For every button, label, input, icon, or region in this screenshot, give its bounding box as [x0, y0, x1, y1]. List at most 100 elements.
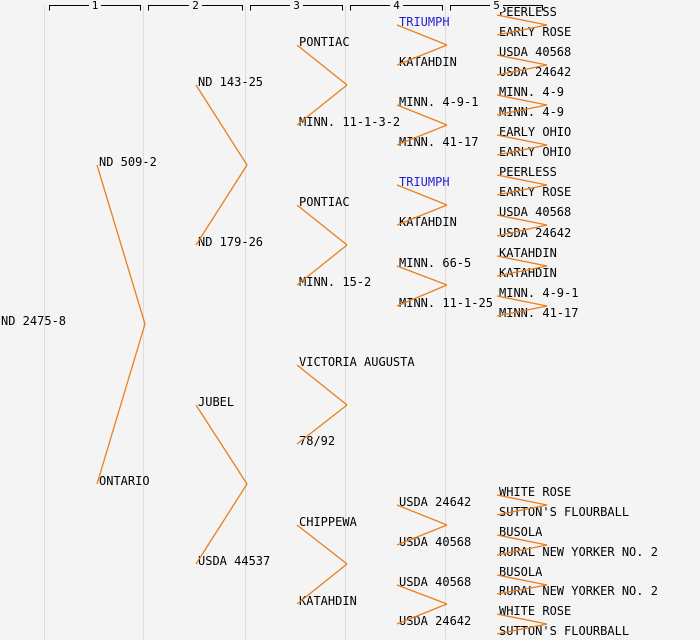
pedigree-edge: [496, 574, 548, 586]
tree-node-katahdin[interactable]: KATAHDIN: [499, 246, 557, 260]
tree-node-usda-40568[interactable]: USDA 40568: [399, 575, 472, 589]
pedigree-edge: [496, 504, 548, 516]
tree-node-usda-40568[interactable]: USDA 40568: [499, 205, 572, 219]
pedigree-edge: [496, 24, 548, 36]
pedigree-edge: [496, 494, 548, 506]
pedigree-edge: [195, 404, 248, 485]
pedigree-edge: [396, 524, 448, 546]
pedigree-edge: [296, 563, 348, 605]
tree-node-minn-11-1-3-2[interactable]: MINN. 11-1-3-2: [299, 115, 401, 129]
pedigree-edge: [195, 164, 248, 246]
pedigree-edge: [195, 483, 248, 565]
column-header-1: 1: [49, 0, 141, 12]
column-header-4: 4: [350, 0, 443, 12]
tree-node-pontiac[interactable]: PONTIAC: [299, 35, 350, 49]
pedigree-edge: [496, 265, 548, 277]
pedigree-edge: [496, 224, 548, 237]
tree-node-peerless[interactable]: PEERLESS: [499, 165, 557, 179]
tree-node-rural-new-yorker-no-2[interactable]: RURAL NEW YORKER NO. 2: [499, 584, 658, 598]
tree-node-nd-143-25[interactable]: ND 143-25: [198, 75, 264, 89]
pedigree-edge: [296, 524, 348, 565]
tree-node-triumph[interactable]: TRIUMPH: [399, 15, 450, 29]
pedigree-edge: [496, 295, 548, 307]
pedigree-edge: [496, 174, 548, 186]
tree-node-jubel[interactable]: JUBEL: [198, 395, 235, 409]
tree-node-usda-40568[interactable]: USDA 40568: [399, 535, 472, 549]
pedigree-edge: [496, 64, 548, 76]
tree-node-minn-4-9[interactable]: MINN. 4-9: [499, 85, 565, 99]
tree-node-usda-40568[interactable]: USDA 40568: [499, 45, 572, 59]
pedigree-edge: [396, 44, 448, 66]
tree-node-chippewa[interactable]: CHIPPEWA: [299, 515, 357, 529]
pedigree-edge: [396, 104, 448, 126]
tree-node-usda-24642[interactable]: USDA 24642: [399, 614, 472, 628]
pedigree-edge: [496, 305, 548, 317]
tree-node-white-rose[interactable]: WHITE ROSE: [499, 485, 572, 499]
pedigree-edge: [496, 613, 548, 625]
pedigree-edge: [496, 54, 548, 66]
tree-node-busola[interactable]: BUSOLA: [499, 565, 543, 579]
tree-node-minn-41-17[interactable]: MINN. 41-17: [499, 306, 579, 320]
pedigree-edge: [496, 214, 548, 226]
pedigree-edge: [195, 84, 248, 166]
pedigree-edge: [296, 364, 348, 406]
pedigree-edge: [496, 104, 548, 116]
pedigree-edge: [396, 24, 448, 46]
tree-node-rural-new-yorker-no-2[interactable]: RURAL NEW YORKER NO. 2: [499, 545, 658, 559]
pedigree-edge: [496, 134, 548, 146]
tree-node-minn-4-9-1[interactable]: MINN. 4-9-1: [499, 286, 579, 300]
pedigree-edge: [96, 323, 146, 485]
column-header-3: 3: [250, 0, 343, 12]
pedigree-edge: [296, 404, 348, 445]
tree-node-busola[interactable]: BUSOLA: [499, 525, 543, 539]
pedigree-edge: [496, 184, 548, 196]
pedigree-edge: [396, 265, 448, 286]
pedigree-edge: [396, 504, 448, 526]
pedigree-edge: [296, 244, 348, 286]
pedigree-edge: [296, 84, 348, 126]
tree-node-minn-11-1-25[interactable]: MINN. 11-1-25: [399, 296, 493, 310]
tree-node-ontario[interactable]: ONTARIO: [99, 474, 150, 488]
tree-node-early-ohio[interactable]: EARLY OHIO: [499, 125, 572, 139]
pedigree-edge: [496, 623, 548, 635]
pedigree-edge: [296, 204, 348, 246]
column-header-5: 5: [450, 0, 543, 12]
tree-node-78-92[interactable]: 78/92: [299, 434, 336, 448]
tree-node-katahdin[interactable]: KATAHDIN: [299, 594, 357, 608]
tree-node-nd-2475-8[interactable]: ND 2475-8: [1, 314, 67, 328]
pedigree-edge: [496, 94, 548, 106]
pedigree-edge: [496, 14, 548, 26]
pedigree-edge: [496, 255, 548, 267]
tree-node-minn-41-17[interactable]: MINN. 41-17: [399, 135, 479, 149]
pedigree-edge: [396, 284, 448, 307]
tree-node-pontiac[interactable]: PONTIAC: [299, 195, 350, 209]
tree-node-nd-179-26[interactable]: ND 179-26: [198, 235, 264, 249]
pedigree-edge: [296, 44, 348, 86]
tree-node-katahdin[interactable]: KATAHDIN: [499, 266, 557, 280]
tree-node-usda-24642[interactable]: USDA 24642: [399, 495, 472, 509]
pedigree-edge: [496, 144, 548, 156]
tree-node-minn-4-9-1[interactable]: MINN. 4-9-1: [399, 95, 479, 109]
pedigree-edge: [396, 204, 448, 226]
pedigree-edge: [496, 544, 548, 556]
tree-node-minn-15-2[interactable]: MINN. 15-2: [299, 275, 372, 289]
tree-node-sutton-s-flourball[interactable]: SUTTON'S FLOURBALL: [499, 624, 630, 638]
tree-node-nd-509-2[interactable]: ND 509-2: [99, 155, 157, 169]
pedigree-edge: [496, 584, 548, 595]
tree-node-white-rose[interactable]: WHITE ROSE: [499, 604, 572, 618]
pedigree-edge: [496, 534, 548, 546]
pedigree-edge: [96, 164, 146, 325]
tree-node-usda-44537[interactable]: USDA 44537: [198, 554, 271, 568]
tree-node-minn-66-5[interactable]: MINN. 66-5: [399, 256, 472, 270]
pedigree-edge: [396, 124, 448, 146]
tree-node-victoria-augusta[interactable]: VICTORIA AUGUSTA: [299, 355, 415, 369]
pedigree-edge: [396, 184, 448, 206]
tree-node-sutton-s-flourball[interactable]: SUTTON'S FLOURBALL: [499, 505, 630, 519]
tree-node-triumph[interactable]: TRIUMPH: [399, 175, 450, 189]
column-header-2: 2: [148, 0, 243, 12]
pedigree-edge: [396, 584, 448, 605]
pedigree-edge: [396, 603, 448, 625]
